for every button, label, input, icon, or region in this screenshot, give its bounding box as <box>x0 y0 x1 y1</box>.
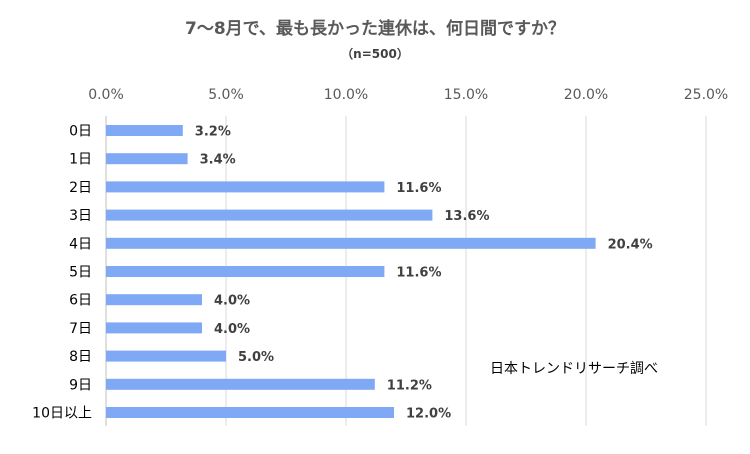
data-label: 11.6% <box>396 181 441 196</box>
x-tick-label: 25.0% <box>684 87 728 103</box>
category-labels: 0日 1日 2日 3日 4日 5日 6日 7日 8日 9日 10日以上 <box>32 124 92 422</box>
category-label: 6日 <box>69 293 92 309</box>
bar-7 <box>106 322 202 334</box>
data-labels: 3.2%3.4%11.6%13.6%20.4%11.6%4.0%4.0%5.0%… <box>195 125 653 422</box>
category-label: 9日 <box>69 377 92 393</box>
chart-subtitle: （n=500） <box>341 46 409 61</box>
chart-title: 7～8月で、最も長かった連休は、何日間ですか？ <box>185 18 565 39</box>
x-tick-label: 15.0% <box>444 87 488 103</box>
category-label: 1日 <box>69 152 92 168</box>
category-label: 10日以上 <box>32 406 92 422</box>
data-label: 12.0% <box>406 407 451 422</box>
x-axis-ticks: 0.0% 5.0% 10.0% 15.0% 20.0% 25.0% <box>88 87 728 103</box>
category-label: 3日 <box>69 208 92 224</box>
x-tick-label: 20.0% <box>564 87 608 103</box>
bar-9 <box>106 378 375 390</box>
bar-8 <box>106 350 226 362</box>
bar-3 <box>106 209 433 221</box>
category-label: 2日 <box>69 180 92 196</box>
bar-1 <box>106 153 188 165</box>
category-label: 7日 <box>69 321 92 337</box>
category-label: 8日 <box>69 349 92 365</box>
data-label: 13.6% <box>444 209 489 224</box>
data-label: 11.2% <box>387 378 432 393</box>
category-label: 0日 <box>69 124 92 140</box>
data-label: 11.6% <box>396 266 441 281</box>
x-tick-label: 10.0% <box>324 87 368 103</box>
bars <box>106 125 596 418</box>
data-label: 3.2% <box>195 125 231 140</box>
x-tick-label: 5.0% <box>208 87 244 103</box>
category-label: 4日 <box>69 236 92 252</box>
bar-4 <box>106 237 596 249</box>
bar-2 <box>106 181 385 193</box>
data-label: 3.4% <box>200 153 236 168</box>
data-label: 4.0% <box>214 322 250 337</box>
data-label: 20.4% <box>608 237 653 252</box>
x-tick-label: 0.0% <box>88 87 124 103</box>
data-label: 5.0% <box>238 350 274 365</box>
category-label: 5日 <box>69 265 92 281</box>
bar-0 <box>106 125 183 136</box>
bar-10 <box>106 407 394 418</box>
source-annotation: 日本トレンドリサーチ調べ <box>490 361 658 377</box>
data-label: 4.0% <box>214 294 250 309</box>
bar-6 <box>106 294 202 306</box>
bar-5 <box>106 266 385 277</box>
